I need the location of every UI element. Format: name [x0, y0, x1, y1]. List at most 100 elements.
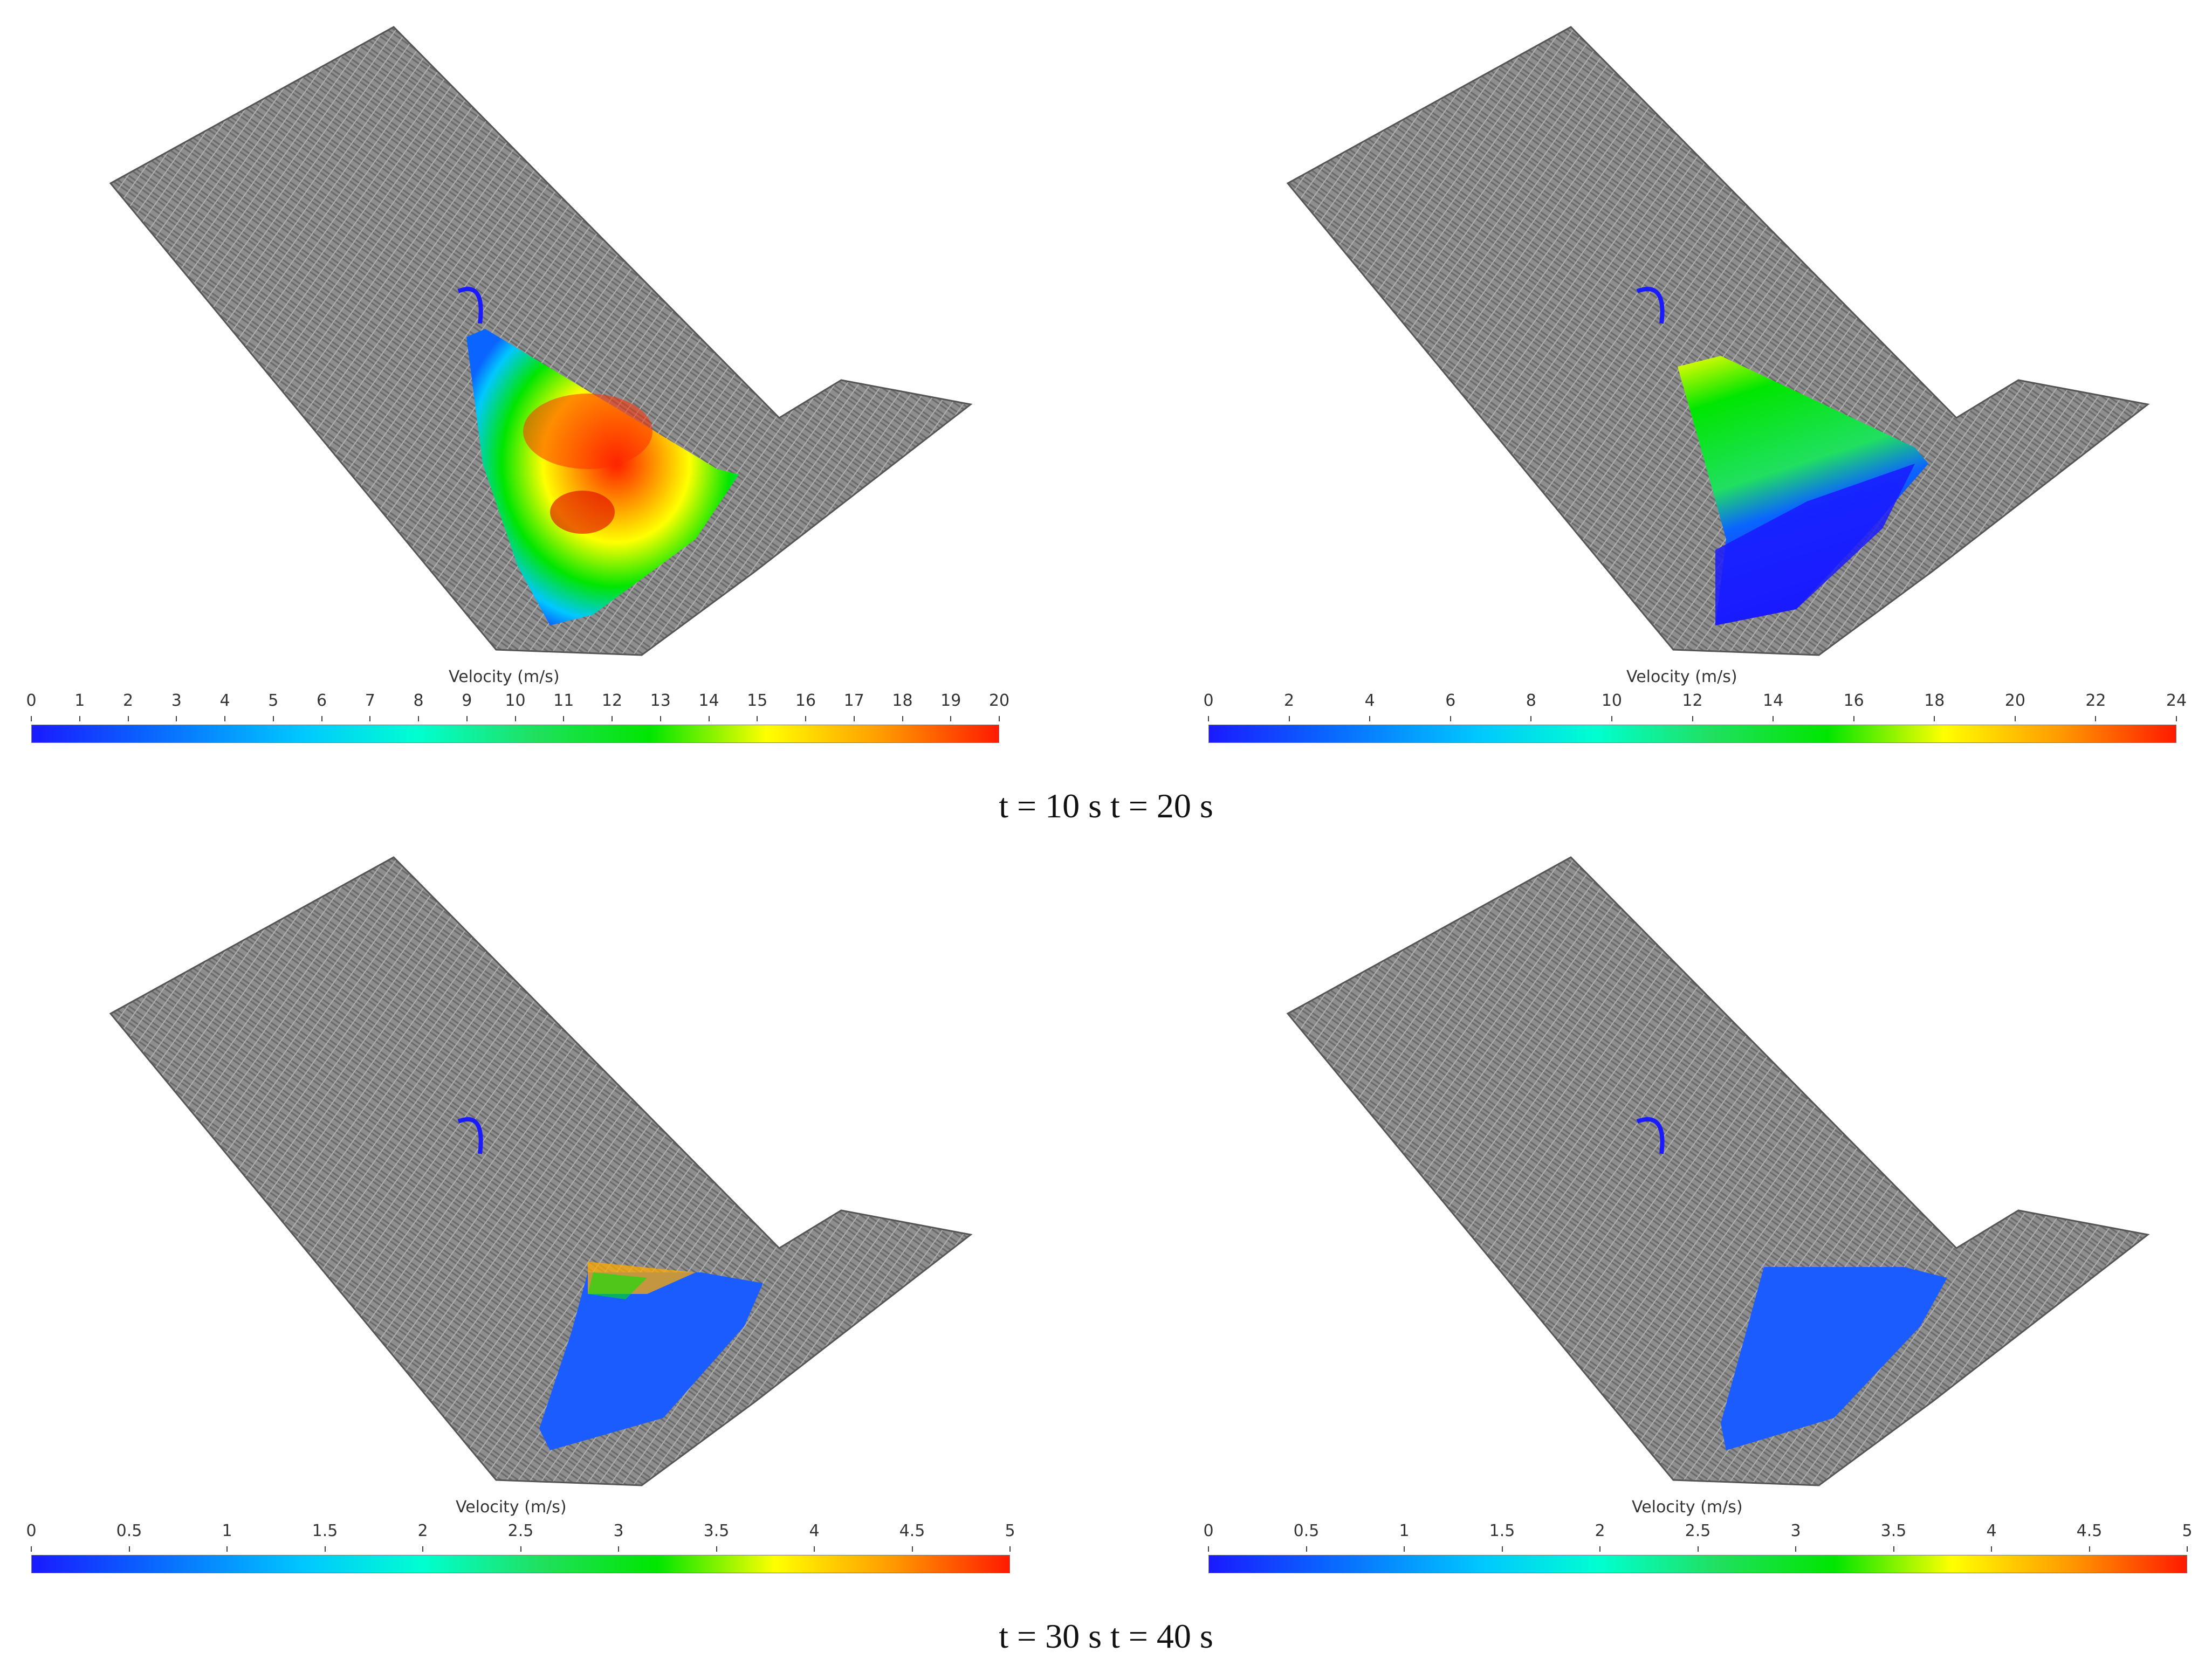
tick-label: 10 [1601, 691, 1622, 710]
caption-bottom: t = 30 s t = 40 s [999, 1617, 1213, 1655]
tick-mark [1208, 716, 1209, 721]
tick-mark [1773, 716, 1774, 721]
tick-mark [708, 716, 710, 721]
tick-label: 0.5 [116, 1521, 142, 1540]
tick-label: 20 [2004, 691, 2025, 710]
tick-mark [224, 716, 225, 721]
tick-label: 0 [26, 1521, 37, 1540]
tick-label: 0 [1203, 1521, 1214, 1540]
tick-mark [563, 716, 565, 721]
tick-label: 15 [747, 691, 768, 710]
tick-label: 3 [1790, 1521, 1801, 1540]
colorbar-title: Velocity (m/s) [1632, 1498, 1743, 1517]
tick-mark [79, 716, 80, 721]
tick-label: 2 [122, 691, 134, 710]
tick-mark [369, 716, 371, 721]
panel-t40: Velocity (m/s) 0 0.5 1 1.5 2 2.5 3 3.5 4 4.5 5 [1106, 830, 2212, 1596]
tick-mark [1369, 716, 1371, 721]
tick-mark [2095, 716, 2097, 721]
tick-label: 8 [413, 691, 424, 710]
tick-label: 3 [171, 691, 182, 710]
colorbar-title: Velocity (m/s) [1626, 667, 1737, 686]
tick-mark [31, 716, 32, 721]
tick-label: 4 [1364, 691, 1375, 710]
tick-mark [1009, 1546, 1011, 1552]
tick-label: 5 [1005, 1521, 1015, 1540]
tick-mark [1692, 716, 1693, 721]
tick-mark [321, 716, 322, 721]
tick-label: 14 [698, 691, 719, 710]
tick-label: 2 [1284, 691, 1295, 710]
tick-label: 12 [601, 691, 623, 710]
tick-label: 1.5 [1489, 1521, 1515, 1540]
tick-mark [272, 716, 274, 721]
tick-mark [716, 1546, 717, 1552]
tick-label: 2 [1595, 1521, 1605, 1540]
caption-top: t = 10 s t = 20 s [999, 787, 1213, 825]
colorbar-title: Velocity (m/s) [456, 1498, 567, 1517]
tick-label: 2.5 [507, 1521, 534, 1540]
flow-body [466, 329, 739, 625]
tick-label: 9 [462, 691, 472, 710]
flow-body [1721, 1267, 1947, 1450]
tick-mark [1853, 716, 1854, 721]
tick-label: 2 [417, 1521, 428, 1540]
tick-label: 14 [1762, 691, 1784, 710]
colorbar-title: Velocity (m/s) [449, 667, 560, 686]
tick-label: 18 [892, 691, 913, 710]
tick-mark [1306, 1546, 1307, 1552]
tick-mark [950, 716, 952, 721]
tick-mark [514, 716, 516, 721]
terrain-surface [109, 856, 973, 1486]
tick-label: 13 [650, 691, 671, 710]
tick-mark [176, 716, 177, 721]
tick-label: 0 [26, 691, 37, 710]
terrain-map-t40 [1286, 856, 2150, 1486]
tick-mark [1795, 1546, 1796, 1552]
tick-label: 7 [365, 691, 375, 710]
tick-mark [660, 716, 661, 721]
colorbar [31, 1555, 1010, 1573]
tick-label: 4 [219, 691, 230, 710]
tick-mark [466, 716, 468, 721]
tick-label: 22 [2085, 691, 2106, 710]
tick-label: 2.5 [1685, 1521, 1711, 1540]
tick-label: 18 [1924, 691, 1945, 710]
tick-label: 6 [1445, 691, 1456, 710]
terrain-surface [1286, 26, 2150, 656]
tick-mark [2187, 1546, 2188, 1552]
tick-mark [757, 716, 758, 721]
tick-mark [127, 716, 129, 721]
tick-mark [422, 1546, 423, 1552]
tick-mark [1404, 1546, 1405, 1552]
tick-mark [1288, 716, 1290, 721]
tick-label: 11 [553, 691, 574, 710]
terrain-surface [109, 26, 973, 656]
panel-t10: Velocity (m/s) 0 1 2 3 4 5 6 7 8 9 10 11 12 13 14 15 16 1… [0, 0, 1106, 766]
tick-mark [1893, 1546, 1894, 1552]
tick-mark [618, 1546, 619, 1552]
terrain-map-t30 [109, 856, 973, 1486]
tick-mark [1934, 716, 1935, 721]
tick-label: 24 [2166, 691, 2187, 710]
tick-label: 17 [843, 691, 864, 710]
tick-label: 4.5 [2076, 1521, 2103, 1540]
tick-mark [911, 1546, 913, 1552]
terrain-surface [1286, 856, 2150, 1486]
tick-mark [226, 1546, 228, 1552]
tick-label: 12 [1682, 691, 1703, 710]
tick-mark [2089, 1546, 2090, 1552]
tick-label: 1.5 [312, 1521, 338, 1540]
tick-label: 1 [74, 691, 85, 710]
tick-label: 4 [1986, 1521, 1997, 1540]
tick-mark [1697, 1546, 1699, 1552]
tick-mark [1530, 716, 1532, 721]
tick-mark [805, 716, 806, 721]
flow-body [539, 1272, 763, 1450]
tick-label: 5 [2182, 1521, 2193, 1540]
tick-mark [814, 1546, 815, 1552]
tick-mark [902, 716, 903, 721]
tick-mark [1599, 1546, 1600, 1552]
tick-label: 19 [940, 691, 961, 710]
tick-label: 20 [988, 691, 1010, 710]
